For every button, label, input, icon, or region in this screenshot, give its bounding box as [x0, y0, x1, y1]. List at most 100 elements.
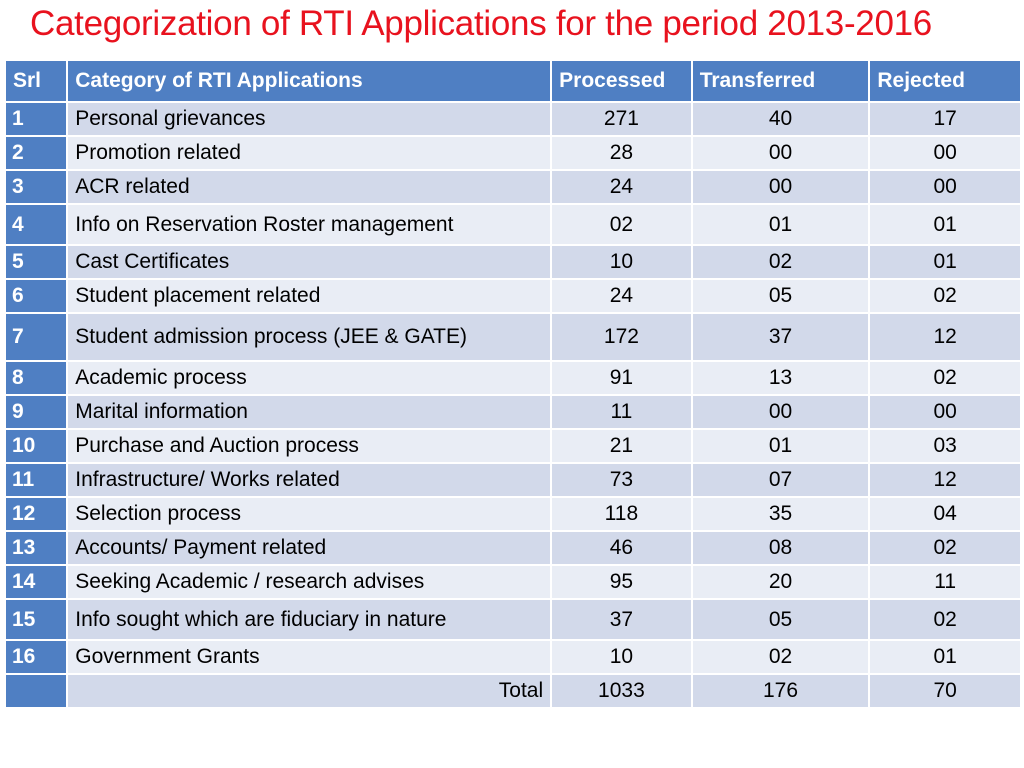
- page-title: Categorization of RTI Applications for t…: [30, 4, 932, 43]
- row-category: Academic process: [68, 362, 551, 394]
- header-processed: Processed: [552, 61, 691, 101]
- table-row: 2 Promotion related 28 00 00: [6, 137, 1020, 169]
- header-transferred: Transferred: [692, 61, 869, 101]
- row-srl: 12: [6, 498, 67, 530]
- row-rejected: 00: [870, 171, 1020, 203]
- total-rejected: 70: [870, 675, 1020, 707]
- row-processed: 37: [552, 600, 691, 639]
- row-rejected: 02: [870, 280, 1020, 312]
- row-rejected: 12: [870, 314, 1020, 360]
- row-category: Info on Reservation Roster management: [68, 205, 551, 244]
- row-processed: 118: [552, 498, 691, 530]
- row-srl: 1: [6, 103, 67, 135]
- row-category: Promotion related: [68, 137, 551, 169]
- row-processed: 271: [552, 103, 691, 135]
- row-category: Student placement related: [68, 280, 551, 312]
- table-row: 1 Personal grievances 271 40 17: [6, 103, 1020, 135]
- table-row: 12 Selection process 118 35 04: [6, 498, 1020, 530]
- total-transferred: 176: [692, 675, 869, 707]
- row-rejected: 02: [870, 532, 1020, 564]
- row-processed: 91: [552, 362, 691, 394]
- rti-applications-table: Srl Category of RTI Applications Process…: [4, 59, 1022, 709]
- table-row: 5 Cast Certificates 10 02 01: [6, 246, 1020, 278]
- row-processed: 02: [552, 205, 691, 244]
- table-body: 1 Personal grievances 271 40 17 2 Promotion re…: [6, 103, 1020, 707]
- row-transferred: 01: [692, 205, 869, 244]
- row-transferred: 08: [692, 532, 869, 564]
- table-row: 16 Government Grants 10 02 01: [6, 641, 1020, 673]
- row-processed: 10: [552, 641, 691, 673]
- row-processed: 73: [552, 464, 691, 496]
- row-category: ACR related: [68, 171, 551, 203]
- row-processed: 28: [552, 137, 691, 169]
- row-transferred: 00: [692, 171, 869, 203]
- row-rejected: 04: [870, 498, 1020, 530]
- row-processed: 10: [552, 246, 691, 278]
- row-rejected: 11: [870, 566, 1020, 598]
- row-transferred: 40: [692, 103, 869, 135]
- row-processed: 24: [552, 280, 691, 312]
- table-row: 9 Marital information 11 00 00: [6, 396, 1020, 428]
- total-srl-blank: [6, 675, 67, 707]
- table-row: 4 Info on Reservation Roster management 02…: [6, 205, 1020, 244]
- table-row: 6 Student placement related 24 05 02: [6, 280, 1020, 312]
- row-srl: 11: [6, 464, 67, 496]
- row-rejected: 17: [870, 103, 1020, 135]
- row-rejected: 12: [870, 464, 1020, 496]
- row-category: Seeking Academic / research advises: [68, 566, 551, 598]
- row-processed: 95: [552, 566, 691, 598]
- row-transferred: 02: [692, 246, 869, 278]
- row-srl: 15: [6, 600, 67, 639]
- row-category: Infrastructure/ Works related: [68, 464, 551, 496]
- row-srl: 14: [6, 566, 67, 598]
- row-srl: 9: [6, 396, 67, 428]
- row-transferred: 02: [692, 641, 869, 673]
- row-category: Personal grievances: [68, 103, 551, 135]
- row-transferred: 13: [692, 362, 869, 394]
- row-transferred: 05: [692, 600, 869, 639]
- table-row: 10 Purchase and Auction process 21 01 03: [6, 430, 1020, 462]
- row-transferred: 37: [692, 314, 869, 360]
- row-rejected: 01: [870, 205, 1020, 244]
- header-category: Category of RTI Applications: [68, 61, 551, 101]
- header-rejected: Rejected: [870, 61, 1020, 101]
- row-srl: 5: [6, 246, 67, 278]
- row-transferred: 20: [692, 566, 869, 598]
- total-label: Total: [68, 675, 551, 707]
- row-srl: 8: [6, 362, 67, 394]
- row-category: Cast Certificates: [68, 246, 551, 278]
- row-transferred: 00: [692, 396, 869, 428]
- row-rejected: 03: [870, 430, 1020, 462]
- row-category: Government Grants: [68, 641, 551, 673]
- row-processed: 46: [552, 532, 691, 564]
- row-transferred: 01: [692, 430, 869, 462]
- table-row: 8 Academic process 91 13 02: [6, 362, 1020, 394]
- row-transferred: 35: [692, 498, 869, 530]
- row-rejected: 02: [870, 362, 1020, 394]
- table-row: 7 Student admission process (JEE & GATE) 1…: [6, 314, 1020, 360]
- row-category: Marital information: [68, 396, 551, 428]
- total-processed: 1033: [552, 675, 691, 707]
- row-srl: 10: [6, 430, 67, 462]
- row-category: Purchase and Auction process: [68, 430, 551, 462]
- row-srl: 3: [6, 171, 67, 203]
- row-processed: 21: [552, 430, 691, 462]
- row-category: Accounts/ Payment related: [68, 532, 551, 564]
- row-category: Selection process: [68, 498, 551, 530]
- table-row: 3 ACR related 24 00 00: [6, 171, 1020, 203]
- row-rejected: 00: [870, 396, 1020, 428]
- row-srl: 13: [6, 532, 67, 564]
- row-srl: 16: [6, 641, 67, 673]
- table-header-row: Srl Category of RTI Applications Process…: [6, 61, 1020, 101]
- row-rejected: 02: [870, 600, 1020, 639]
- table-row: 15 Info sought which are fiduciary in nat…: [6, 600, 1020, 639]
- row-rejected: 00: [870, 137, 1020, 169]
- row-rejected: 01: [870, 641, 1020, 673]
- row-transferred: 00: [692, 137, 869, 169]
- row-transferred: 07: [692, 464, 869, 496]
- row-srl: 4: [6, 205, 67, 244]
- row-processed: 11: [552, 396, 691, 428]
- table-row: 11 Infrastructure/ Works related 73 07 12: [6, 464, 1020, 496]
- row-processed: 172: [552, 314, 691, 360]
- row-srl: 2: [6, 137, 67, 169]
